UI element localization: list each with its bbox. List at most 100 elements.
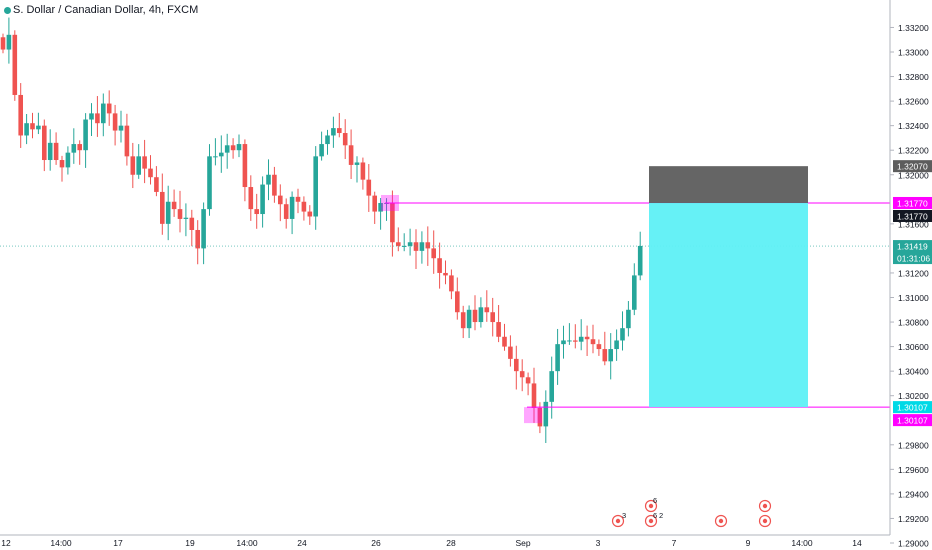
symbol-title: S. Dollar / Canadian Dollar, 4h, FXCM [13,4,199,16]
candle-body [596,344,602,350]
price-label-text: 1.30107 [897,416,928,426]
price-label-box [893,401,932,414]
candle-body [195,229,200,249]
candle-body [89,113,94,120]
take-profit-zone[interactable] [649,202,808,408]
x-tick-label: 9 [746,538,751,548]
candle-body [348,145,354,165]
y-tick-label: 1.31200 [898,268,929,278]
candle-body [484,307,490,313]
candle-body [236,144,242,151]
y-tick-label: 1.31600 [898,219,929,229]
candle-body [278,195,283,205]
candle-body [632,275,637,310]
candle-body [490,312,495,323]
candle-body [283,204,289,219]
candle-body [307,211,313,217]
candle-body [342,133,348,146]
y-tick-label: 1.33200 [898,23,929,33]
candles-layer [0,17,643,443]
candle-body [201,209,206,249]
candle-body [472,309,478,323]
candle-body [71,144,77,153]
candle-body [106,103,112,114]
x-tick-label: 14:00 [50,538,72,548]
x-tick-label: 17 [113,538,123,548]
candle-body [136,156,141,175]
candle-body [331,128,336,136]
candle-body [319,144,324,157]
price-countdown-text: 01:31:06 [897,254,930,264]
candle-body [295,196,301,202]
y-tick-label: 1.29800 [898,440,929,450]
candle-body [590,339,596,345]
candle-body [614,340,619,350]
candle-body [431,248,436,259]
candle-body [378,202,383,212]
price-label-text: 1.30107 [897,403,928,413]
candle-body [254,209,259,215]
stop-loss-zone[interactable] [649,166,808,203]
candle-body [219,152,224,157]
candle-body [413,242,419,251]
candle-body [213,156,218,158]
candle-body [30,123,35,130]
candle-body [531,383,537,408]
candle-body [396,242,401,246]
x-tick-label: 26 [371,538,381,548]
candle-body [425,242,431,249]
y-tick-label: 1.29400 [898,489,929,499]
candle-body [130,156,136,175]
candle-body [165,201,171,224]
candle-body [478,307,484,323]
candle-body [142,156,147,169]
price-label-box [893,196,932,209]
candle-body [555,344,560,372]
candle-body [466,309,472,329]
candle-body [460,312,466,329]
candle-body [266,174,271,185]
candle-body [6,34,12,50]
candle-body [584,336,590,340]
candle-body [366,179,372,196]
candle-body [573,340,578,342]
x-tick-label: Sep [515,538,530,548]
candle-body [77,144,82,151]
candle-body [354,162,360,165]
candle-body [260,184,265,215]
y-tick-label: 1.32000 [898,170,929,180]
candle-body [189,217,195,230]
price-label-text: 1.31770 [897,198,928,208]
support-anchor-box [524,407,542,424]
candle-body [578,336,584,342]
candle-body [443,272,448,276]
overlays-layer [0,166,890,424]
resistance-anchor-box [381,194,399,211]
price-label-text: 1.32070 [897,162,928,172]
candle-body [207,156,212,210]
y-tick-label: 1.32800 [898,72,929,82]
candle-body [95,113,100,124]
candle-body [360,162,366,180]
candle-body [455,291,460,313]
candle-body [53,142,59,161]
candle-body [230,145,236,151]
economic-event-dot [762,518,768,524]
candle-body [101,103,106,124]
candle-body [337,128,342,134]
event-count-badge: 6 [653,496,657,505]
candle-body [549,371,554,402]
x-tick-label: 19 [185,538,195,548]
candle-body [154,177,159,192]
candle-body [620,328,625,341]
candle-body [301,201,307,212]
candle-body [401,245,407,247]
candle-body [42,125,47,161]
x-tick-label: 3 [596,538,601,548]
x-tick-label: 12 [1,538,11,548]
y-tick-label: 1.30400 [898,367,929,377]
price-label-text: 1.31419 [897,242,928,252]
price-label-text: 1.31770 [897,211,928,221]
candle-body [12,34,18,95]
